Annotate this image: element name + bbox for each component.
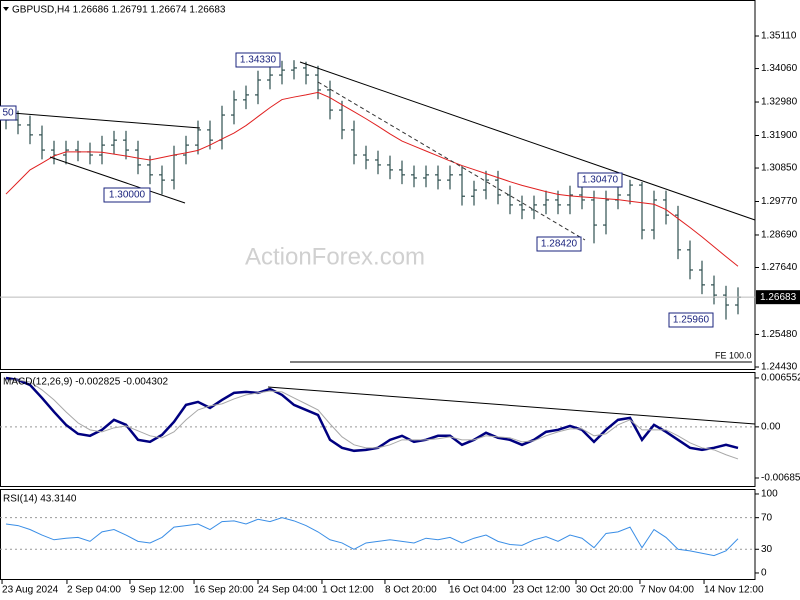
x-tick-label: 16 Sep 20:00 xyxy=(194,585,254,596)
y-tick-label: 1.27640 xyxy=(761,262,798,273)
y-tick-label: 1.24430 xyxy=(761,362,798,373)
price-label: 1.30000 xyxy=(109,190,146,201)
y-tick-label: 1.28690 xyxy=(761,230,798,241)
y-tick-label: 0.006552 xyxy=(761,373,800,384)
panel-frame xyxy=(0,372,756,487)
label-box xyxy=(536,236,582,252)
price-label: 1.34330 xyxy=(240,55,277,66)
y-tick-label: 1.29770 xyxy=(761,196,798,207)
label-box xyxy=(0,105,17,121)
indicator-line xyxy=(5,517,739,557)
x-tick-label: 30 Oct 20:00 xyxy=(576,585,634,596)
panel-title: MACD(12,26,9) -0.002825 -0.004302 xyxy=(3,377,169,388)
y-tick-label: 70 xyxy=(761,512,773,523)
price-label: 50 xyxy=(2,108,14,119)
moving-average xyxy=(5,91,739,267)
y-tick-label: 1.31900 xyxy=(761,130,798,141)
y-tick-label: 1.32980 xyxy=(761,97,798,108)
annotations: 1.34330 1.30000 1.28420 1.30470 1.25960 … xyxy=(0,5,800,505)
panel-frame xyxy=(0,489,756,580)
x-tick-label: 23 Oct 12:00 xyxy=(513,585,571,596)
x-tick-label: 16 Oct 04:00 xyxy=(449,585,507,596)
trend-line xyxy=(0,111,201,129)
panel-frame xyxy=(0,0,756,370)
price-label: 1.30470 xyxy=(582,175,619,186)
trend-line xyxy=(49,156,186,204)
y-tick-label: 0.00 xyxy=(761,421,781,432)
label-box xyxy=(577,172,623,188)
y-tick-label: 30 xyxy=(761,544,773,555)
trend-line xyxy=(317,81,586,241)
title-icon xyxy=(3,7,9,11)
price-label: 1.28420 xyxy=(541,239,578,250)
last-price-box xyxy=(756,290,800,305)
last-price-label: 1.26683 xyxy=(760,292,797,303)
y-tick-label: -0.006855 xyxy=(761,473,800,484)
indicator-line xyxy=(6,379,739,460)
panel-title: GBPUSD,H4 1.26686 1.26791 1.26674 1.2668… xyxy=(12,5,226,16)
fe-label: FE 100.0 xyxy=(715,350,752,360)
y-tick-label: 1.34060 xyxy=(761,63,798,74)
x-tick-label: 23 Aug 2024 xyxy=(2,585,59,596)
y-tick-label: 1.25480 xyxy=(761,329,798,340)
x-tick-label: 7 Nov 04:00 xyxy=(640,585,694,596)
label-box xyxy=(103,187,151,203)
macd-trend-line xyxy=(267,386,756,425)
panel-title: RSI(14) 43.3140 xyxy=(3,494,77,505)
label-box xyxy=(668,312,714,328)
y-tick-label: 1.35110 xyxy=(761,31,797,42)
x-tick-label: 14 Nov 12:00 xyxy=(704,585,764,596)
indicator-line xyxy=(5,376,739,453)
y-tick-label: 1.30850 xyxy=(761,163,798,174)
x-tick-label: 2 Sep 04:00 xyxy=(67,585,121,596)
x-tick-label: 24 Sep 04:00 xyxy=(258,585,318,596)
trend-line xyxy=(299,61,756,221)
y-tick-label: 100 xyxy=(761,489,778,500)
x-tick-label: 9 Sep 12:00 xyxy=(130,585,184,596)
x-tick-label: 1 Oct 12:00 xyxy=(322,585,374,596)
watermark: ActionForex.com xyxy=(245,243,425,270)
y-tick-label: 0 xyxy=(761,568,767,579)
x-tick-label: 8 Oct 20:00 xyxy=(385,585,437,596)
label-box xyxy=(235,52,281,68)
price-label: 1.25960 xyxy=(673,315,710,326)
